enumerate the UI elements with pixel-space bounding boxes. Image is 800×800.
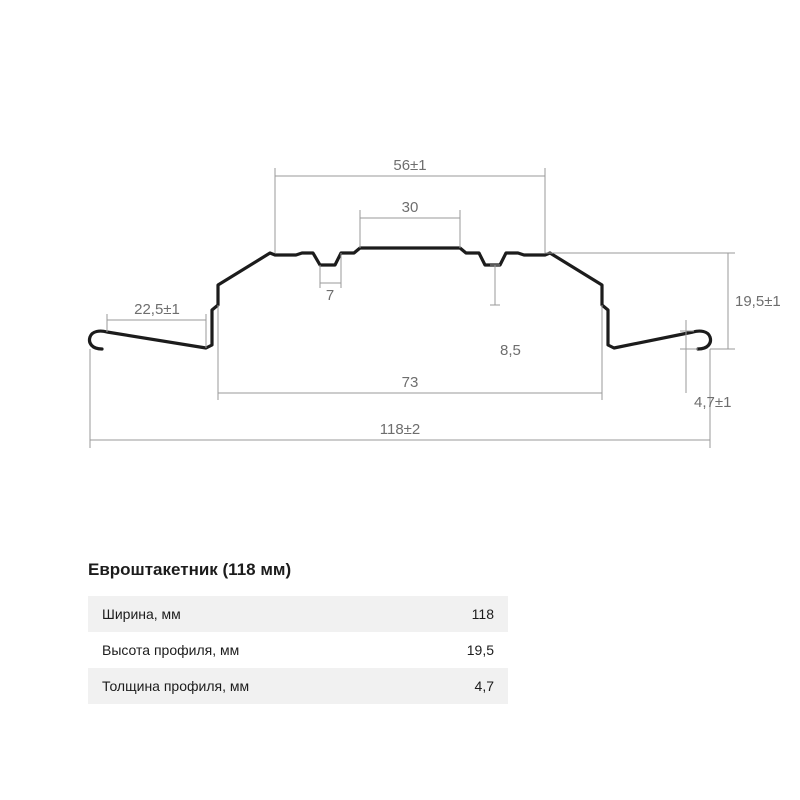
dim-85: 8,5 xyxy=(500,342,521,359)
table-row: Толщина профиля, мм 4,7 xyxy=(88,668,508,704)
dim-30: 30 xyxy=(402,199,419,216)
spec-label: Толщина профиля, мм xyxy=(102,678,249,694)
dim-7: 7 xyxy=(326,287,334,304)
spec-value: 19,5 xyxy=(467,642,494,658)
spec-value: 118 xyxy=(472,606,494,622)
dim-118: 118±2 xyxy=(380,421,421,438)
dim-73: 73 xyxy=(402,374,419,391)
spec-label: Ширина, мм xyxy=(102,606,181,622)
profile-outline xyxy=(90,248,711,349)
spec-value: 4,7 xyxy=(475,678,494,694)
spec-label: Высота профиля, мм xyxy=(102,642,239,658)
dimension-text: 56±1 30 7 22,5±1 73 118±2 8,5 19,5±1 4,7… xyxy=(134,157,781,438)
spec-title: Евроштакетник (118 мм) xyxy=(88,560,508,580)
dim-47: 4,7±1 xyxy=(694,394,731,411)
table-row: Ширина, мм 118 xyxy=(88,596,508,632)
table-row: Высота профиля, мм 19,5 xyxy=(88,632,508,668)
dim-195: 19,5±1 xyxy=(735,293,781,310)
profile-diagram: 56±1 30 7 22,5±1 73 118±2 8,5 19,5±1 4,7… xyxy=(0,0,800,520)
dim-22: 22,5±1 xyxy=(134,301,180,318)
spec-table: Евроштакетник (118 мм) Ширина, мм 118 Вы… xyxy=(88,560,508,704)
dim-56: 56±1 xyxy=(393,157,426,174)
